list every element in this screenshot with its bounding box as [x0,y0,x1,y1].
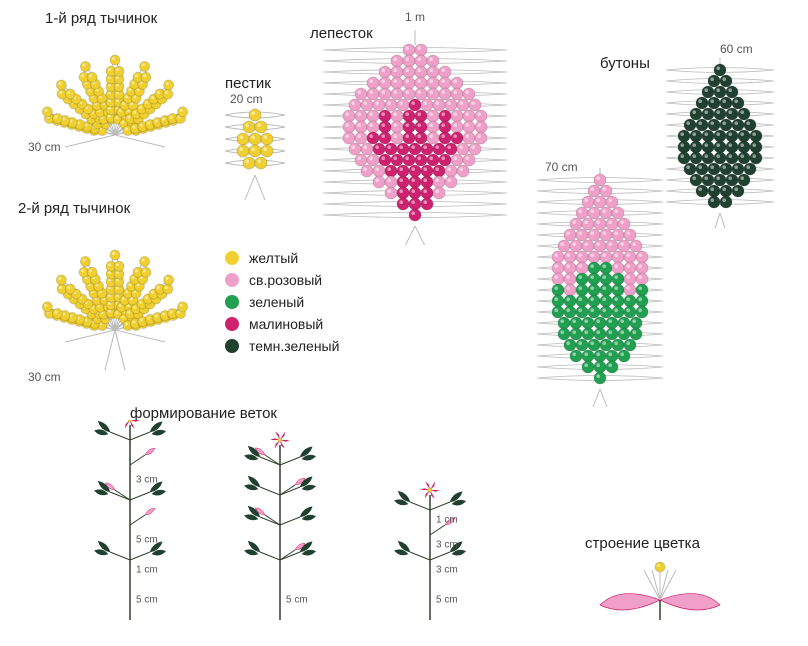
svg-text:5 cm: 5 cm [136,595,158,606]
flower-struct-title: строение цветка [585,535,700,552]
legend-item: зеленый [225,294,339,310]
svg-text:3 cm: 3 cm [136,475,158,486]
svg-text:3 cm: 3 cm [436,540,458,551]
legend-item: малиновый [225,316,339,332]
svg-text:5 cm: 5 cm [436,595,458,606]
svg-text:1 cm: 1 cm [436,515,458,526]
branches-diagram: 5 cm 1 cm 5 cm 3 cm 5 cm 5 cm 3 cm 3 cm 1 cm [60,420,520,630]
svg-text:5 cm: 5 cm [136,535,158,546]
petal-diagram [310,25,520,245]
pistil-diagram [215,100,295,210]
pistil-title: пестик [225,75,271,92]
legend-item: темн.зеленый [225,338,339,354]
bud-dark-diagram [660,55,780,230]
legend-item: св.розовый [225,272,339,288]
buds-title: бутоны [600,55,650,72]
stamens-row1-diagram [30,30,200,160]
legend-dot [225,273,239,287]
svg-text:1 cm: 1 cm [136,565,158,576]
wire-1m: 1 m [405,10,425,24]
legend-label: темн.зеленый [249,338,339,354]
legend-label: зеленый [249,294,304,310]
svg-text:5 cm: 5 cm [286,595,308,606]
legend-dot [225,251,239,265]
wire-60cm: 60 cm [720,42,753,56]
legend-dot [225,295,239,309]
stamens2-title: 2-й ряд тычинок [18,200,130,217]
legend-dot [225,317,239,331]
legend-item: желтый [225,250,339,266]
legend-label: желтый [249,250,298,266]
legend-label: малиновый [249,316,323,332]
flower-structure-diagram [590,555,730,625]
color-legend: желтый св.розовый зеленый малиновый темн.зел… [225,250,339,360]
svg-text:3 cm: 3 cm [436,565,458,576]
legend-dot [225,339,239,353]
stamens-row2-diagram [30,225,200,380]
legend-label: св.розовый [249,272,322,288]
bud-pink-green-diagram [525,165,675,425]
stamens1-title: 1-й ряд тычинок [45,10,157,27]
